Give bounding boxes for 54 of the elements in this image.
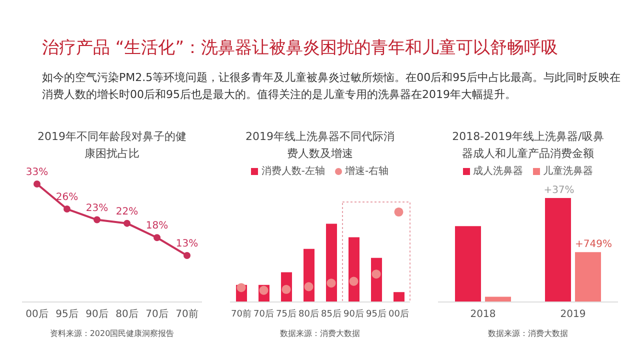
x-tick-label: 00后 <box>388 308 409 320</box>
point <box>372 270 381 279</box>
text: 如今的空气污染PM2.5等环境问题，让很多青年及儿童被鼻炎过敏所烦恼。在00后和95后中占比最高。与此同时反映在消费人数的增长时00后和95后也是最大的。值得关注的是儿童专用的洗鼻器在2019年大幅提升。 <box>42 70 622 103</box>
x-tick-label: 2019 <box>560 309 586 320</box>
x-tick-label: 70前 <box>176 308 198 320</box>
text: 治疗产品 “生活化”：洗鼻器让被鼻炎困扰的青年和儿童可以舒畅呼吸 <box>42 37 560 59</box>
bar <box>348 237 360 302</box>
data-label: 22% <box>116 206 138 218</box>
data-label: 13% <box>176 238 198 250</box>
bar <box>455 226 481 302</box>
x-tick-label: 70前 <box>231 308 252 320</box>
bar <box>575 252 601 302</box>
annotation: +749% <box>575 239 612 250</box>
legend-label: 成人洗鼻器 <box>472 164 523 178</box>
source-note: 数据来源：消费大数据 <box>487 328 569 339</box>
x-tick-label: 70后 <box>146 308 168 320</box>
chart-title: 2018-2019年线上洗鼻器/吸鼻器成人和儿童产品消费金额 <box>451 129 605 162</box>
legend-label: 消费人数-左轴 <box>260 164 325 178</box>
x-tick-label: 80后 <box>116 308 138 320</box>
data-label: 23% <box>86 202 108 214</box>
data-label: 26% <box>56 192 78 204</box>
bar <box>326 224 337 302</box>
point <box>394 207 404 217</box>
bar <box>394 292 404 302</box>
chart-title: 2019年不同年龄段对鼻子的健康困扰占比 <box>36 129 188 162</box>
point <box>236 283 246 292</box>
point <box>124 220 130 227</box>
chart-title: 2019年线上洗鼻器不同代际消费人数及增速 <box>244 129 396 162</box>
point <box>326 278 336 288</box>
legend-label: 增速-右轴 <box>344 164 389 178</box>
x-tick-label: 95后 <box>56 308 78 320</box>
legend-label: 儿童洗鼻器 <box>542 164 593 178</box>
x-tick-label: 00后 <box>26 308 48 320</box>
source-note: 数据来源：消费大数据 <box>279 328 361 339</box>
x-tick-label: 70后 <box>254 308 274 320</box>
point <box>154 234 160 242</box>
point <box>349 276 358 286</box>
x-tick-label: 90后 <box>344 308 364 320</box>
text: 资料来源：2020国民健康洞察报告 <box>48 328 176 339</box>
data-label: 33% <box>26 167 48 178</box>
bar <box>545 198 571 302</box>
point <box>94 216 100 224</box>
x-tick-label: 2018 <box>470 309 496 320</box>
x-tick-label: 90后 <box>86 308 108 320</box>
point <box>304 282 314 292</box>
x-tick-label: 85后 <box>321 308 342 320</box>
x-tick-label: 80后 <box>298 308 319 320</box>
x-tick-label: 75后 <box>276 308 296 320</box>
x-tick-label: 95后 <box>366 308 386 320</box>
point <box>64 206 70 213</box>
annotation: +37% <box>544 185 574 196</box>
data-label: 18% <box>146 220 168 232</box>
point <box>34 180 40 188</box>
point <box>184 252 190 260</box>
